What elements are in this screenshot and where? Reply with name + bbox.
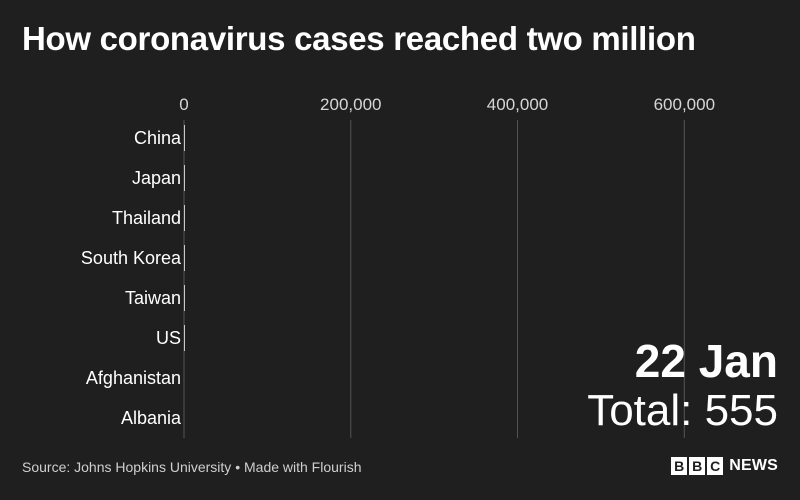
bar [184,285,185,311]
x-tick-label: 0 [179,95,188,114]
chart-title: How coronavirus cases reached two millio… [22,20,696,57]
date-label: 22 Jan [634,335,778,387]
bar [184,165,185,191]
x-axis-ticks: 0 200,000 400,000 600,000 [179,95,715,114]
category-label: US [156,328,181,348]
bar [184,205,185,231]
bar [184,325,185,351]
bbc-logo-letter: B [689,457,706,475]
category-label: Japan [132,168,181,188]
category-label: Taiwan [125,288,181,308]
category-label: Thailand [112,208,181,228]
category-label: Afghanistan [86,368,181,388]
category-label: South Korea [81,248,182,268]
category-label: China [134,128,182,148]
bars [184,125,185,351]
bbc-logo-letter: B [671,457,688,475]
x-tick-label: 200,000 [320,95,381,114]
total-cases-label: Total: 555 [587,386,778,435]
bbc-news-logo: B B C NEWS [671,457,778,475]
x-tick-label: 600,000 [654,95,715,114]
bar [184,125,185,151]
news-logo-word: NEWS [729,457,778,474]
bbc-logo-letter: C [707,457,724,475]
x-tick-label: 400,000 [487,95,548,114]
category-labels: China Japan Thailand South Korea Taiwan US Afg… [81,128,182,428]
source-note: Source: Johns Hopkins University • Made … [22,459,362,475]
category-label: Albania [121,408,182,428]
bar [184,245,185,271]
